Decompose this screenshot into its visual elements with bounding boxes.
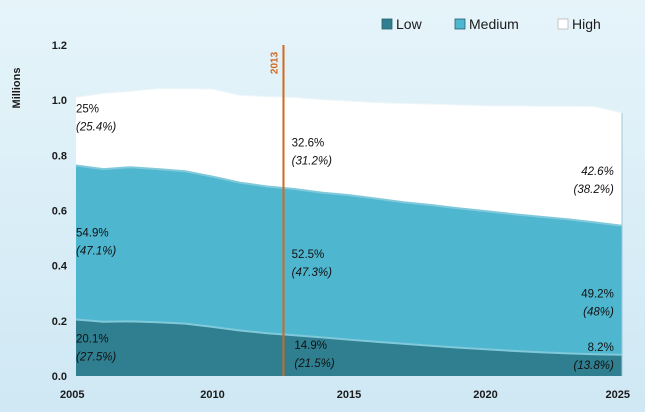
- area-medium: [76, 165, 622, 355]
- y-tick-label: 0.4: [52, 261, 68, 273]
- annotation-share: 52.5%: [292, 249, 325, 261]
- annotation-share-secondary: (47.3%): [292, 267, 332, 279]
- legend-swatch-medium: [454, 18, 466, 30]
- legend-swatch-high: [557, 18, 569, 30]
- annotations-layer: 25% (25.4%) 54.9% (47.1%) 20.1% (27.5%) 32.6% (…: [76, 104, 614, 373]
- y-tick-label: 0.6: [52, 206, 67, 218]
- annotation-share: 54.9%: [76, 228, 109, 240]
- y-tick-label: 0.0: [52, 371, 67, 383]
- legend: Low Medium High: [381, 16, 601, 32]
- legend-label-medium: Medium: [469, 16, 519, 32]
- x-tick-label: 2025: [606, 389, 630, 401]
- marker-label: 2013: [269, 51, 280, 74]
- annotation-share: 49.2%: [581, 288, 614, 300]
- annotation-share-secondary: (47.1%): [76, 246, 116, 258]
- axes-layer: Millions 0.0 0.2 0.4 0.6 0.8 1.0 1.2 2005 2010 20…: [11, 40, 630, 401]
- legend-label-high: High: [572, 16, 601, 32]
- annotation-share: 25%: [76, 104, 99, 116]
- area-low: [76, 319, 622, 376]
- annotation-share: 8.2%: [588, 342, 614, 354]
- annotation-share: 14.9%: [294, 340, 327, 352]
- annotation-share: 32.6%: [292, 138, 325, 150]
- x-tick-label: 2010: [200, 389, 224, 401]
- x-tick-label: 2005: [60, 389, 84, 401]
- x-tick-label: 2020: [473, 389, 497, 401]
- boundary-line-low: [75, 318, 623, 356]
- annotation-share-secondary: (13.8%): [574, 360, 614, 372]
- boundary-line-medium: [75, 164, 623, 227]
- legend-swatch-low: [381, 18, 393, 30]
- areas-layer: [75, 88, 623, 376]
- annotation-share: 42.6%: [581, 166, 614, 178]
- annotation-share-secondary: (48%): [583, 306, 614, 318]
- annotation-share-secondary: (31.2%): [292, 156, 332, 168]
- boundary-line-high: [75, 88, 623, 114]
- legend-label-low: Low: [396, 16, 423, 32]
- y-tick-label: 1.0: [52, 95, 67, 107]
- annotation-share-secondary: (27.5%): [76, 351, 116, 363]
- annotation-share-secondary: (21.5%): [294, 358, 334, 370]
- annotation-share-secondary: (38.2%): [574, 184, 614, 196]
- marker-layer: 2013: [269, 45, 285, 376]
- y-tick-label: 1.2: [52, 40, 67, 52]
- x-tick-label: 2015: [337, 389, 361, 401]
- annotation-share-secondary: (25.4%): [76, 122, 116, 134]
- y-tick-label: 0.8: [52, 150, 67, 162]
- annotation-share: 20.1%: [76, 333, 109, 345]
- y-axis-label: Millions: [11, 68, 23, 109]
- y-tick-label: 0.2: [52, 316, 67, 328]
- area-high: [76, 88, 622, 226]
